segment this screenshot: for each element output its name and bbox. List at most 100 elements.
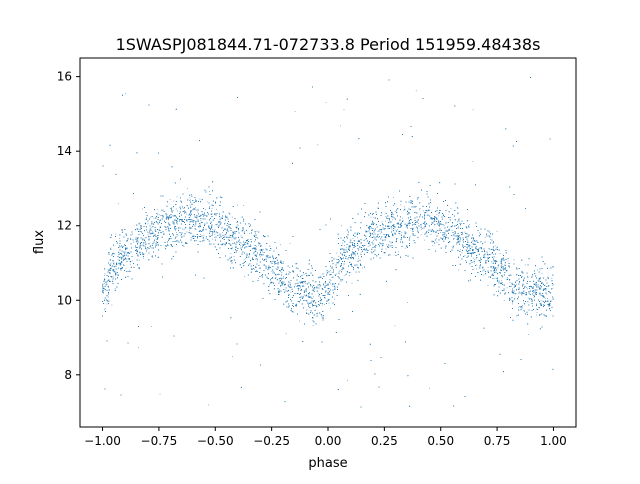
data-point [432, 245, 434, 246]
data-point [279, 244, 281, 246]
data-point [308, 304, 309, 306]
data-point [418, 223, 419, 225]
data-point [518, 292, 520, 294]
data-point [244, 276, 246, 278]
data-point [465, 260, 467, 262]
data-point [507, 260, 509, 262]
data-point [280, 284, 282, 286]
data-point [125, 249, 126, 251]
data-point [250, 244, 252, 246]
data-point [300, 287, 301, 289]
data-point [420, 234, 422, 236]
data-point [113, 270, 115, 272]
data-point [399, 233, 401, 235]
data-point [371, 251, 372, 253]
data-point [477, 249, 479, 251]
data-point [385, 216, 387, 217]
data-point [110, 262, 112, 264]
data-point [240, 235, 242, 237]
data-point [472, 257, 474, 259]
data-point [330, 283, 332, 285]
data-point [142, 240, 144, 242]
data-point [501, 290, 503, 291]
data-point [467, 251, 469, 253]
data-points [102, 77, 554, 408]
data-point [235, 226, 237, 228]
data-point [265, 255, 267, 257]
data-point [349, 275, 350, 277]
data-point [540, 300, 542, 302]
data-point [104, 275, 106, 276]
data-point [492, 254, 494, 255]
data-point [222, 232, 223, 234]
data-point [154, 229, 156, 231]
data-point [527, 288, 528, 290]
data-point [125, 267, 127, 269]
data-point [370, 216, 372, 218]
data-point [332, 283, 333, 285]
data-point [400, 204, 402, 206]
data-point [270, 257, 271, 259]
data-point [200, 220, 202, 222]
data-point [377, 230, 379, 232]
data-point [339, 270, 341, 271]
data-point [503, 260, 505, 261]
data-point [241, 237, 243, 238]
data-point [464, 255, 466, 257]
data-point [191, 202, 193, 204]
data-point [493, 266, 494, 267]
data-point [294, 111, 296, 112]
data-point [508, 265, 510, 267]
data-point [232, 356, 233, 357]
data-point [258, 244, 259, 246]
data-point [489, 239, 491, 240]
data-point [182, 208, 184, 209]
data-point [257, 260, 258, 262]
data-point [498, 264, 500, 266]
data-point [475, 252, 476, 253]
data-point [334, 274, 336, 276]
data-point [229, 236, 231, 238]
data-point [203, 234, 205, 236]
data-point [524, 287, 526, 289]
data-point [552, 267, 554, 268]
data-point [401, 231, 403, 233]
data-point [494, 277, 496, 279]
data-point [197, 211, 199, 213]
data-point [518, 307, 519, 309]
data-point [188, 229, 190, 231]
data-point [431, 241, 433, 243]
data-point [176, 220, 178, 222]
data-point [180, 234, 182, 236]
data-point [373, 240, 374, 242]
data-point [343, 268, 345, 269]
data-point [503, 300, 505, 301]
data-point [281, 269, 282, 271]
data-point [108, 287, 109, 288]
data-point [128, 271, 129, 272]
data-point [147, 232, 149, 234]
data-point [502, 258, 504, 260]
data-point [173, 200, 175, 202]
data-point [256, 258, 257, 259]
data-point [225, 236, 227, 238]
data-point [443, 225, 445, 227]
data-point [205, 208, 206, 210]
data-point [124, 255, 126, 256]
data-point [304, 291, 305, 293]
data-point [329, 291, 330, 292]
data-point [212, 228, 214, 230]
data-point [279, 293, 280, 295]
data-point [426, 224, 428, 225]
data-point [225, 234, 227, 235]
data-point [153, 217, 155, 219]
data-point [348, 272, 350, 273]
data-point [332, 285, 334, 287]
data-point [113, 264, 115, 265]
data-point [370, 233, 372, 234]
data-point [521, 294, 523, 296]
data-point [229, 243, 231, 245]
data-point [374, 236, 376, 238]
data-point [497, 267, 499, 269]
data-point [493, 270, 495, 271]
